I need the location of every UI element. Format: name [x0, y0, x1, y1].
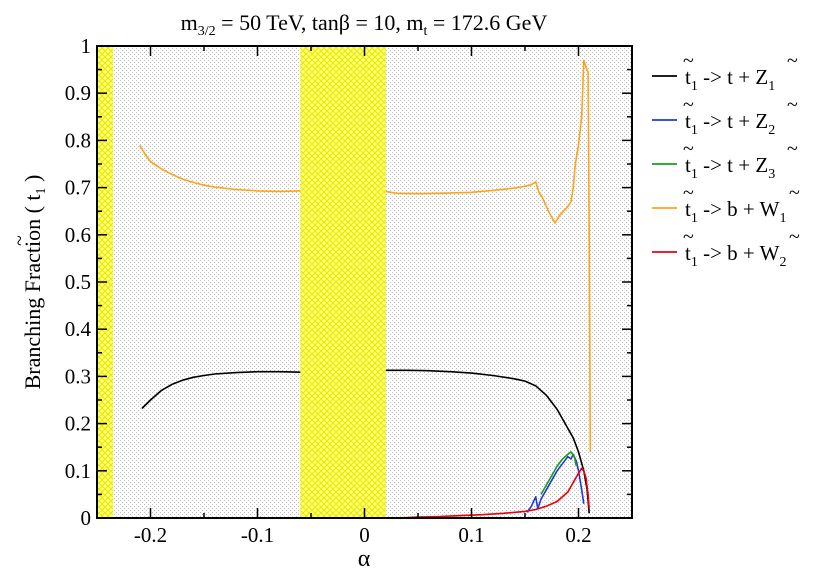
legend-tilde: ~: [683, 138, 694, 160]
y-axis-label: Branching Fraction ( t1 ): [20, 175, 49, 390]
series-line-0-seg-1: [385, 369, 590, 514]
series-line-3-seg-1: [385, 59, 592, 452]
legend-entry-1: t1 -> t + Z2: [685, 109, 775, 138]
legend-entry-0: t1 -> t + Z1: [685, 65, 775, 94]
series-line-2-seg-0: [540, 451, 578, 495]
legend-tilde: ~: [787, 94, 798, 116]
series-line-3-seg-0: [139, 144, 301, 193]
legend-tilde: ~: [789, 226, 800, 248]
y-tick-label: 0: [81, 506, 92, 530]
ylabel-tilde: ~: [9, 235, 31, 246]
legend-entry-2: t1 -> t + Z3: [685, 153, 775, 182]
y-tick-label: 0.3: [65, 364, 91, 388]
x-tick-label: -0.1: [241, 523, 274, 547]
legend-tilde: ~: [683, 226, 694, 248]
series-line-0-seg-0: [141, 370, 301, 410]
excluded-region-1: [300, 46, 386, 518]
series-line-1-seg-0: [526, 453, 585, 513]
legend-tilde: ~: [789, 182, 800, 204]
legend-tilde: ~: [683, 50, 694, 72]
legend-tilde: ~: [683, 94, 694, 116]
y-tick-label: 0.4: [65, 317, 92, 341]
y-tick-label: 0.2: [65, 412, 91, 436]
legend: t1 -> t + Z1~ ~t1 -> t + Z2~ ~t1 -> t + Z3…: [652, 50, 800, 270]
legend-entry-4: t1 -> b + W2: [685, 241, 786, 270]
y-tick-label: 0.7: [65, 176, 91, 200]
series-line-4-seg-0: [396, 467, 590, 518]
legend-tilde: ~: [787, 138, 798, 160]
x-tick-label: 0.1: [458, 523, 484, 547]
legend-tilde: ~: [683, 182, 694, 204]
x-axis-label: α: [358, 546, 371, 571]
y-tick-label: 1: [81, 34, 92, 58]
y-tick-label: 0.8: [65, 128, 91, 152]
y-tick-label: 0.9: [65, 81, 91, 105]
y-tick-label: 0.5: [65, 270, 91, 294]
x-tick-label: 0: [359, 523, 370, 547]
y-tick-label: 0.6: [65, 223, 91, 247]
chart-title: m3/2 = 50 TeV, tanβ = 10, mt = 172.6 GeV: [181, 10, 548, 39]
y-tick-label: 0.1: [65, 459, 91, 483]
legend-tilde: ~: [787, 50, 798, 72]
x-tick-label: -0.2: [134, 523, 167, 547]
x-tick-label: 0.2: [565, 523, 591, 547]
legend-entry-3: t1 -> b + W1: [685, 197, 786, 226]
